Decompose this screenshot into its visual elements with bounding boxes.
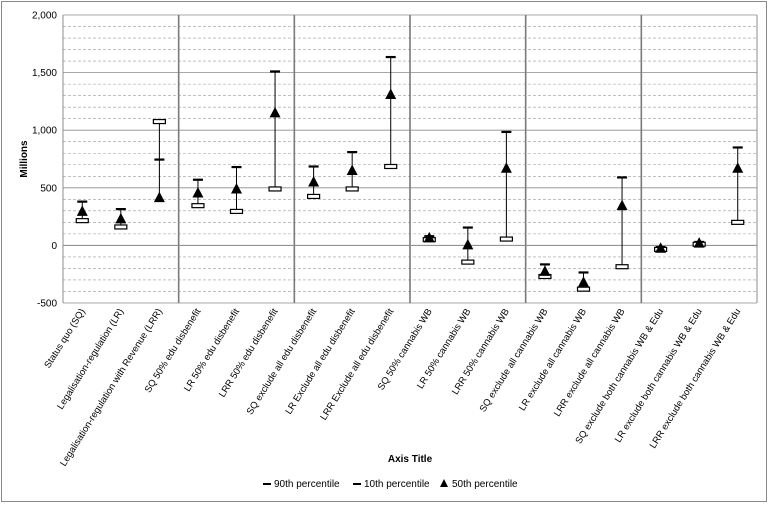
p50-marker bbox=[732, 162, 744, 173]
p50-marker bbox=[500, 162, 512, 173]
p10-marker bbox=[499, 236, 513, 242]
y-tick-label: 1,500 bbox=[32, 68, 57, 79]
p50-marker bbox=[153, 191, 165, 203]
p50-marker bbox=[385, 88, 397, 99]
p50-marker bbox=[269, 106, 281, 118]
p10-marker bbox=[229, 208, 244, 215]
p50-marker bbox=[693, 237, 705, 248]
p10-marker bbox=[384, 163, 398, 170]
p50-marker bbox=[76, 205, 88, 216]
y-tick-label: 2,000 bbox=[32, 11, 57, 22]
p10-marker bbox=[191, 203, 205, 209]
p10-marker bbox=[75, 218, 89, 224]
y-tick-label: 0 bbox=[51, 241, 57, 252]
p50-marker bbox=[346, 164, 358, 176]
p10-marker bbox=[114, 224, 128, 230]
p50-marker bbox=[192, 186, 204, 198]
p10-marker bbox=[152, 118, 166, 125]
y-tick-label: 1,000 bbox=[32, 126, 57, 137]
p10-marker bbox=[576, 286, 591, 292]
x-axis-title: Axis Title bbox=[388, 454, 433, 465]
legend-p90-label: 90th percentile bbox=[274, 479, 340, 490]
p50-marker bbox=[655, 242, 667, 253]
p50-marker bbox=[423, 231, 435, 243]
p50-marker bbox=[539, 265, 551, 276]
p50-marker bbox=[308, 176, 320, 187]
y-tick-label: 500 bbox=[40, 183, 57, 194]
p50-marker bbox=[616, 199, 628, 211]
p10-marker bbox=[268, 186, 282, 192]
x-tick-label: SQ exclude all cannabis WB bbox=[478, 307, 551, 414]
x-tick-label: Status quo (SQ) bbox=[42, 307, 87, 371]
p10-marker bbox=[461, 259, 475, 265]
x-tick-label: LRR Exclude all edu disbenefit bbox=[318, 306, 396, 422]
x-tick-label: LR Exclude all edu disbenefit bbox=[283, 306, 357, 416]
p10-marker bbox=[307, 193, 321, 200]
y-tick-label: -500 bbox=[37, 299, 57, 310]
p50-marker bbox=[115, 212, 127, 224]
p50-marker bbox=[462, 238, 474, 250]
p10-marker bbox=[345, 186, 359, 192]
p10-marker bbox=[615, 264, 629, 270]
p10-marker bbox=[731, 219, 745, 225]
p50-marker bbox=[578, 276, 589, 287]
x-tick-label: LRR exclude all cannabis WB bbox=[552, 307, 628, 419]
x-tick-label: LR exclude all cannabis WB bbox=[517, 307, 589, 413]
y-axis-title: Millions bbox=[19, 140, 30, 178]
x-tick-label: SQ exclude all edu disbenefit bbox=[245, 306, 320, 416]
legend-p50-swatch bbox=[440, 479, 448, 487]
legend-p50-label: 50th percentile bbox=[452, 479, 518, 490]
x-tick-label: Legalisation-regulation (LR) bbox=[55, 307, 126, 412]
p50-marker bbox=[231, 182, 242, 194]
legend-p10-label: 10th percentile bbox=[364, 479, 430, 490]
